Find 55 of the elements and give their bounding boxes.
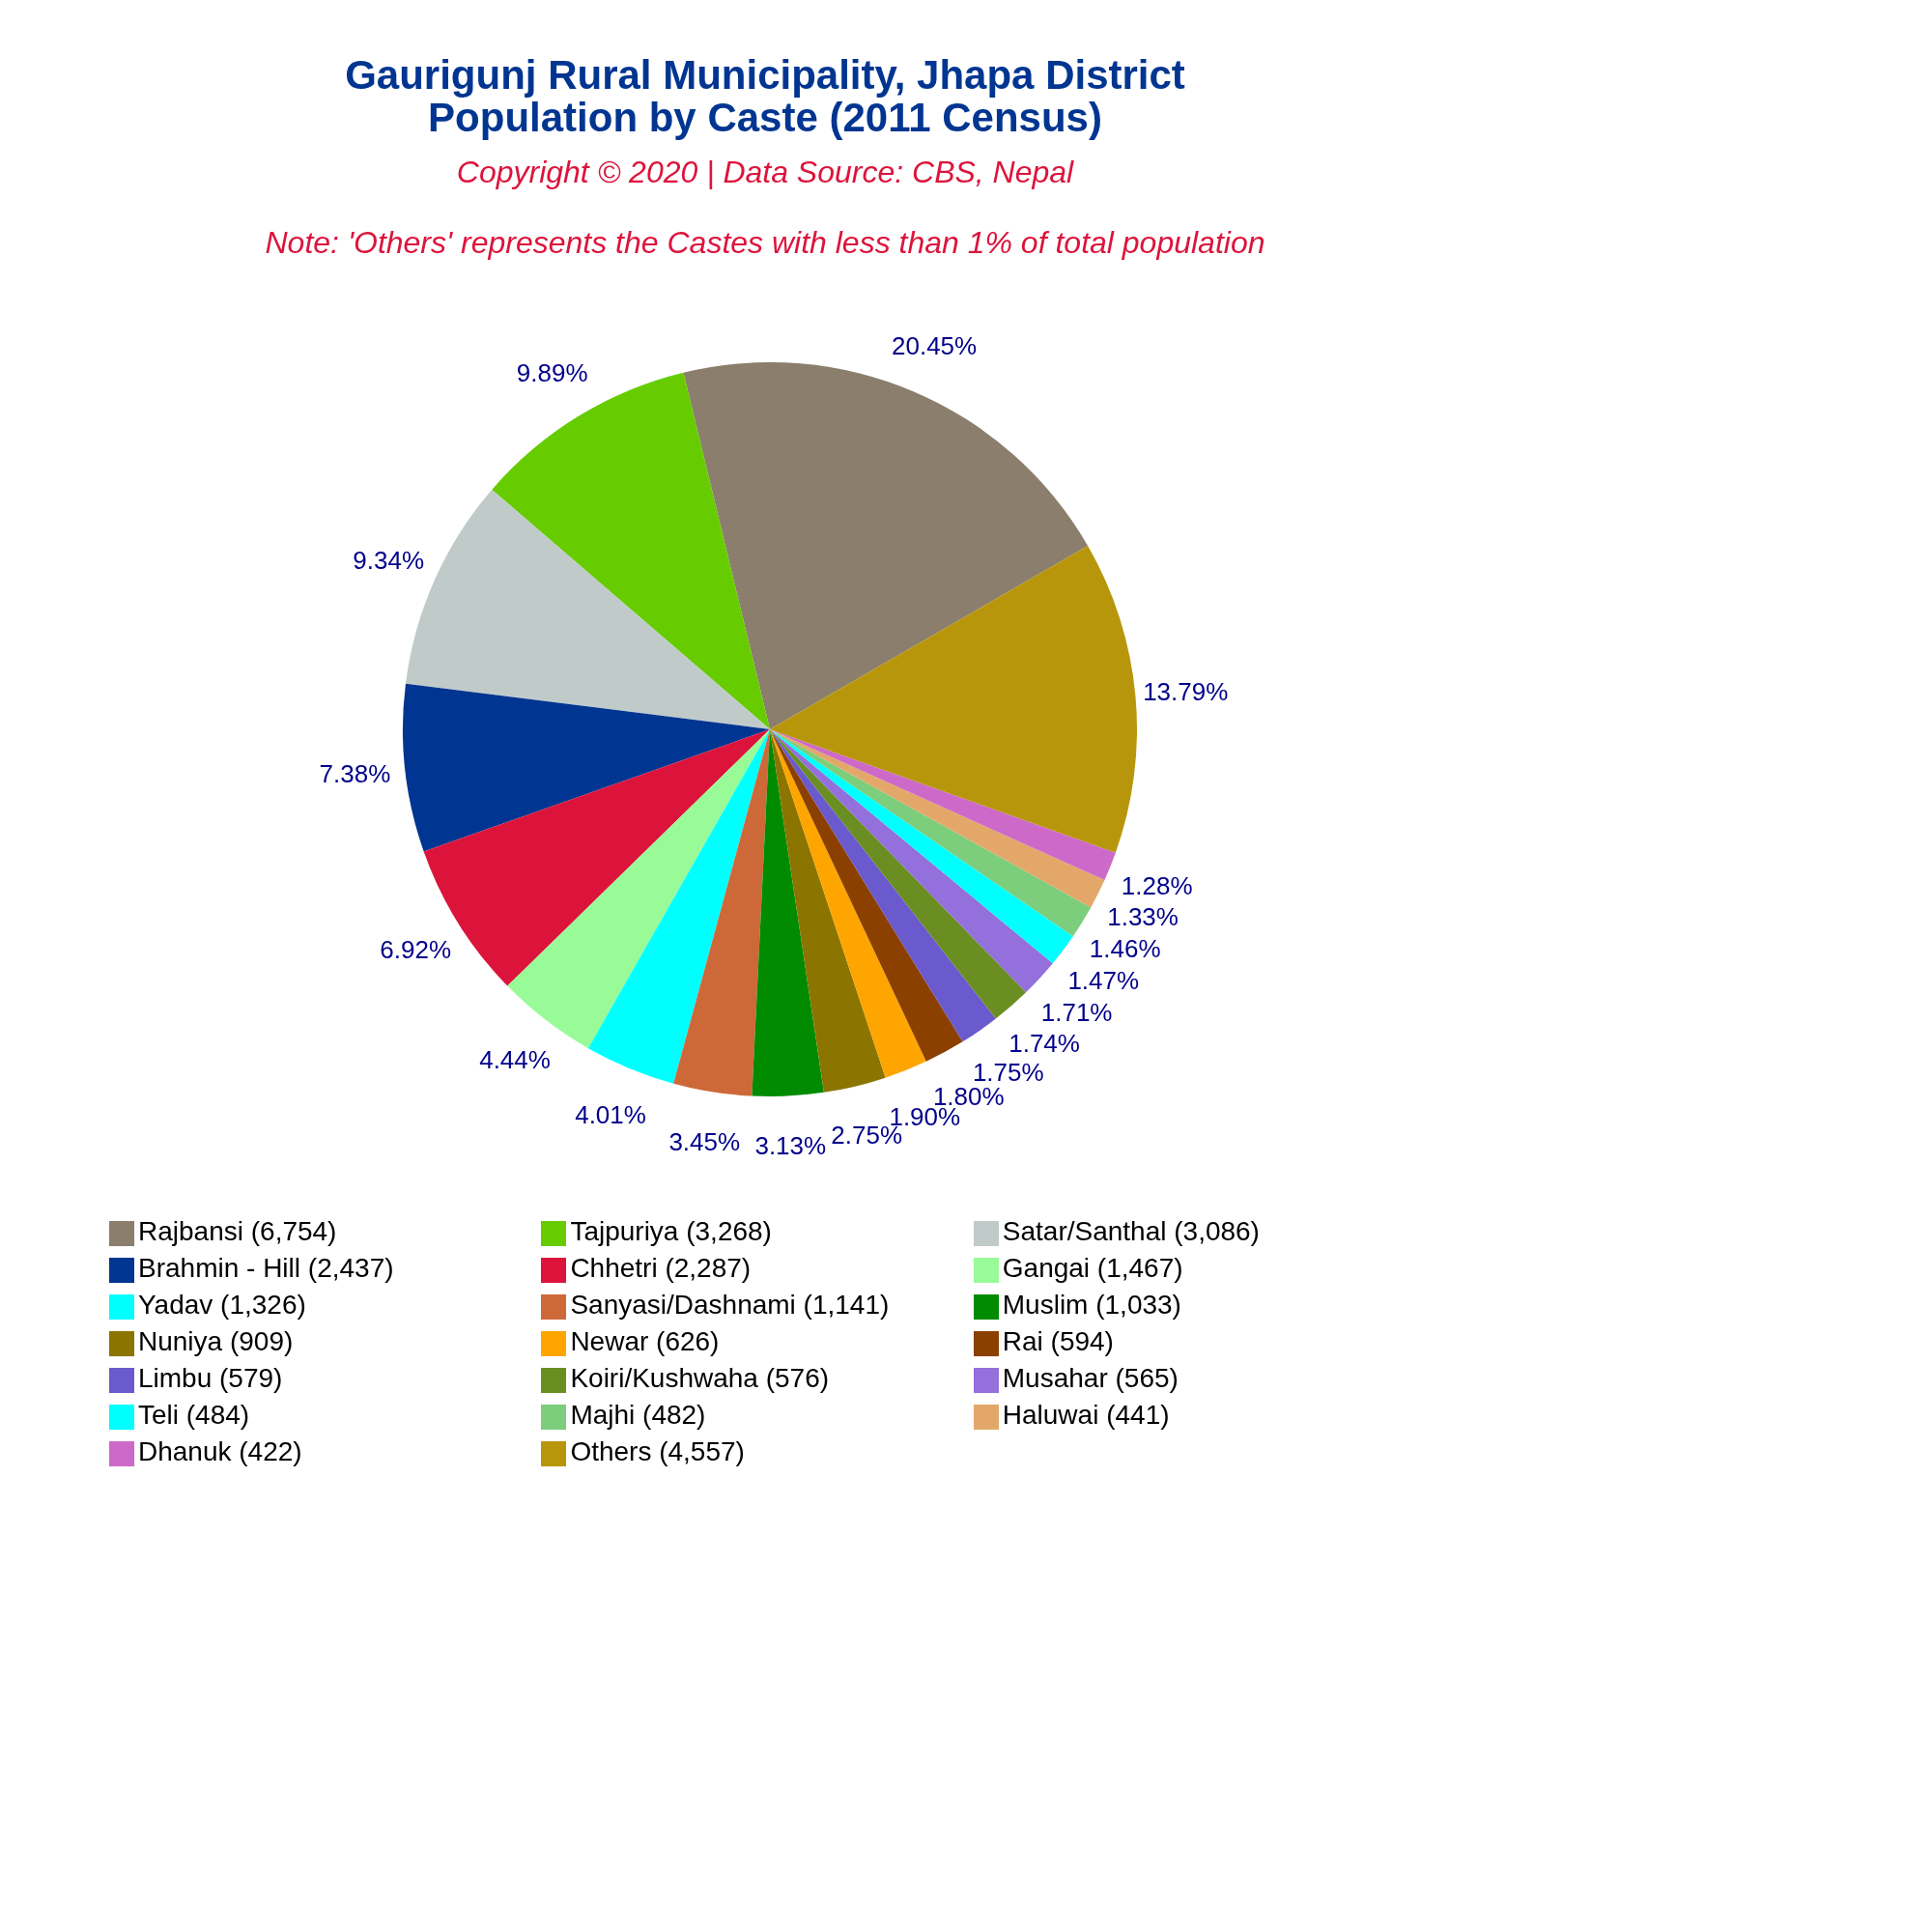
legend-label: Koiri/Kushwaha (576) xyxy=(570,1363,830,1394)
legend-label: Musahar (565) xyxy=(1002,1363,1179,1394)
data-label: 1.74% xyxy=(1009,1029,1080,1059)
legend-label: Haluwai (441) xyxy=(1002,1400,1170,1431)
data-label: 3.13% xyxy=(754,1131,827,1161)
pie-slice xyxy=(770,729,963,1063)
data-label: 13.79% xyxy=(1143,677,1229,707)
data-label: 1.47% xyxy=(1067,965,1140,995)
legend-label: Brahmin - Hill (2,437) xyxy=(138,1253,394,1284)
data-label: 3.45% xyxy=(668,1126,741,1156)
data-label: 9.89% xyxy=(516,358,588,388)
legend-label: Limbu (579) xyxy=(138,1363,283,1394)
legend-label: Muslim (1,033) xyxy=(1002,1290,1181,1321)
pie-slice xyxy=(770,729,1053,993)
legend-label: Rai (594) xyxy=(1002,1326,1114,1357)
legend-label: Yadav (1,326) xyxy=(138,1290,306,1321)
legend-label: Dhanuk (422) xyxy=(138,1436,302,1467)
pie-slice xyxy=(770,729,886,1094)
data-label: 4.01% xyxy=(575,1100,646,1130)
data-label: 7.38% xyxy=(319,759,391,789)
pie-slice xyxy=(770,546,1137,853)
pie-slice xyxy=(770,729,1116,881)
pie-slice xyxy=(683,362,1089,730)
data-label: 4.44% xyxy=(479,1045,551,1075)
legend-label: Others (4,557) xyxy=(570,1436,745,1467)
legend-label: Sanyasi/Dashnami (1,141) xyxy=(570,1290,890,1321)
data-label: 1.28% xyxy=(1121,870,1193,900)
data-label: 6.92% xyxy=(380,935,452,965)
pie-slice xyxy=(770,729,996,1042)
pie-slice xyxy=(403,683,770,852)
legend-label: Gangai (1,467) xyxy=(1002,1253,1183,1284)
pie-slice xyxy=(770,729,1092,937)
data-label: 9.34% xyxy=(353,545,425,575)
legend-label: Nuniya (909) xyxy=(138,1326,294,1357)
data-label: 1.46% xyxy=(1089,934,1161,964)
pie-slice xyxy=(587,729,770,1084)
legend-label: Majhi (482) xyxy=(570,1400,706,1431)
data-label: 1.75% xyxy=(972,1057,1044,1087)
legend-label: Satar/Santhal (3,086) xyxy=(1002,1216,1260,1247)
legend-label: Newar (626) xyxy=(570,1326,720,1357)
legend-label: Rajbansi (6,754) xyxy=(138,1216,337,1247)
pie-slice xyxy=(770,729,926,1078)
chart-subtitle: Copyright © 2020 | Data Source: CBS, Nepal xyxy=(455,155,1075,191)
legend-label: Tajpuriya (3,268) xyxy=(570,1216,772,1247)
chart-title: Gaurigunj Rural Municipality, Jhapa District Population by Caste (2011 Census) xyxy=(344,51,1186,141)
pie-slice xyxy=(673,729,770,1096)
legend-label: Teli (484) xyxy=(138,1400,250,1431)
data-label: 1.71% xyxy=(1040,998,1113,1027)
pie-slice xyxy=(507,729,770,1049)
data-label: 20.45% xyxy=(891,331,978,361)
text: Note: 'Others' represents the Castes with less than 1% of total population xyxy=(264,225,1266,262)
pie-slice xyxy=(770,729,1073,964)
legend-label: Chhetri (2,287) xyxy=(570,1253,752,1284)
data-label: 1.33% xyxy=(1107,901,1179,931)
pie-slice xyxy=(752,729,824,1097)
